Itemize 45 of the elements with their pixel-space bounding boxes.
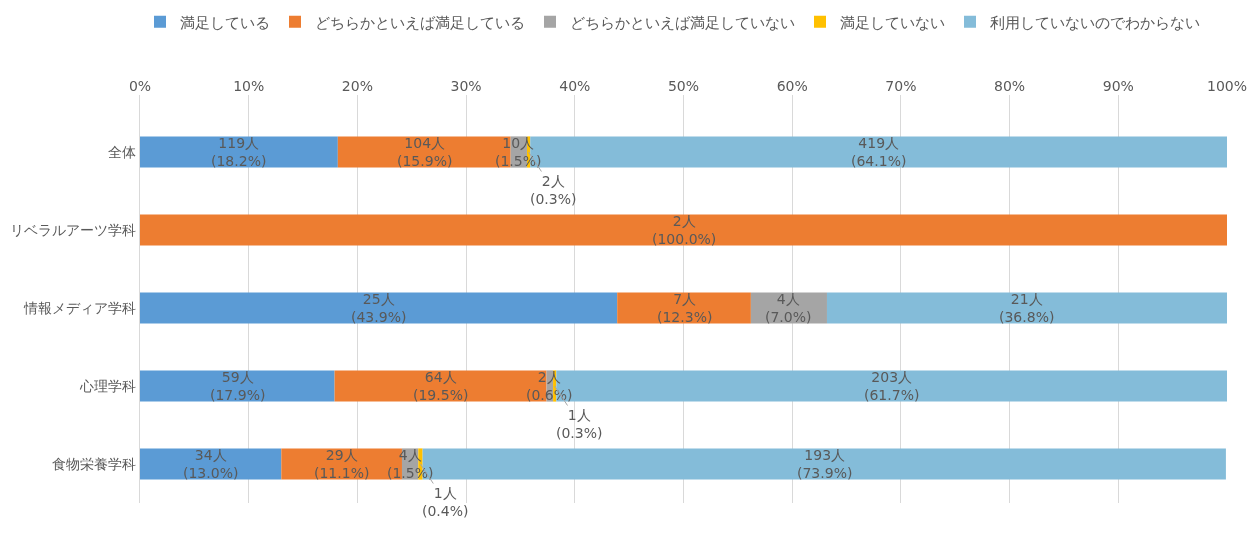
data-label: 59人 (17.9%) bbox=[210, 369, 266, 404]
bar bbox=[140, 370, 335, 402]
bar bbox=[140, 136, 338, 168]
bar bbox=[140, 292, 618, 324]
x-tick-label: 60% bbox=[776, 78, 808, 95]
y-tick-label: 心理学科 bbox=[79, 377, 137, 394]
data-label: 1人 (0.4%) bbox=[422, 485, 469, 520]
y-tick-label: 食物栄養学科 bbox=[52, 455, 137, 472]
data-label: 29人 (11.1%) bbox=[314, 447, 370, 482]
legend-label: どちらかといえば満足していない bbox=[570, 13, 795, 32]
data-label: 2人 (100.0%) bbox=[652, 213, 717, 248]
x-tick-label: 90% bbox=[1102, 78, 1134, 95]
legend-label: 満足している bbox=[180, 13, 270, 32]
data-label: 104人 (15.9%) bbox=[397, 135, 453, 170]
x-tick-label: 30% bbox=[450, 78, 482, 95]
legend-label: どちらかといえば満足している bbox=[315, 13, 525, 32]
data-label: 7人 (12.3%) bbox=[657, 291, 713, 326]
bar bbox=[826, 292, 1227, 324]
data-label: 203人 (61.7%) bbox=[864, 369, 920, 404]
data-label: 193人 (73.9%) bbox=[797, 447, 853, 482]
x-tick-label: 80% bbox=[994, 78, 1026, 95]
legend-label: 満足していない bbox=[840, 13, 945, 32]
data-label: 21人 (36.8%) bbox=[999, 291, 1055, 326]
x-tick-label: 100% bbox=[1206, 78, 1248, 95]
legend-label: 利用していないのでわからない bbox=[990, 13, 1200, 32]
x-tick-label: 70% bbox=[885, 78, 917, 95]
x-tick-label: 40% bbox=[559, 78, 591, 95]
bar bbox=[140, 448, 282, 480]
data-label: 25人 (43.9%) bbox=[351, 291, 407, 326]
x-tick-label: 50% bbox=[667, 78, 700, 95]
data-label: 64人 (19.5%) bbox=[413, 369, 469, 404]
x-tick-label: 0% bbox=[128, 78, 152, 95]
bar bbox=[140, 214, 1227, 246]
y-tick-label: 全体 bbox=[108, 143, 137, 160]
y-tick-label: リベラルアーツ学科 bbox=[10, 221, 137, 238]
data-label: 4人 (7.0%) bbox=[765, 291, 812, 326]
data-label: 2人 (0.3%) bbox=[530, 173, 577, 208]
x-tick-label: 20% bbox=[341, 78, 373, 95]
data-label: 34人 (13.0%) bbox=[183, 447, 239, 482]
y-tick-label: 情報メディア学科 bbox=[23, 299, 137, 316]
data-label: 1人 (0.3%) bbox=[556, 407, 603, 442]
data-label: 419人 (64.1%) bbox=[851, 135, 907, 170]
bar bbox=[617, 292, 751, 324]
data-label: 119人 (18.2%) bbox=[211, 135, 267, 170]
x-tick-label: 10% bbox=[233, 78, 265, 95]
